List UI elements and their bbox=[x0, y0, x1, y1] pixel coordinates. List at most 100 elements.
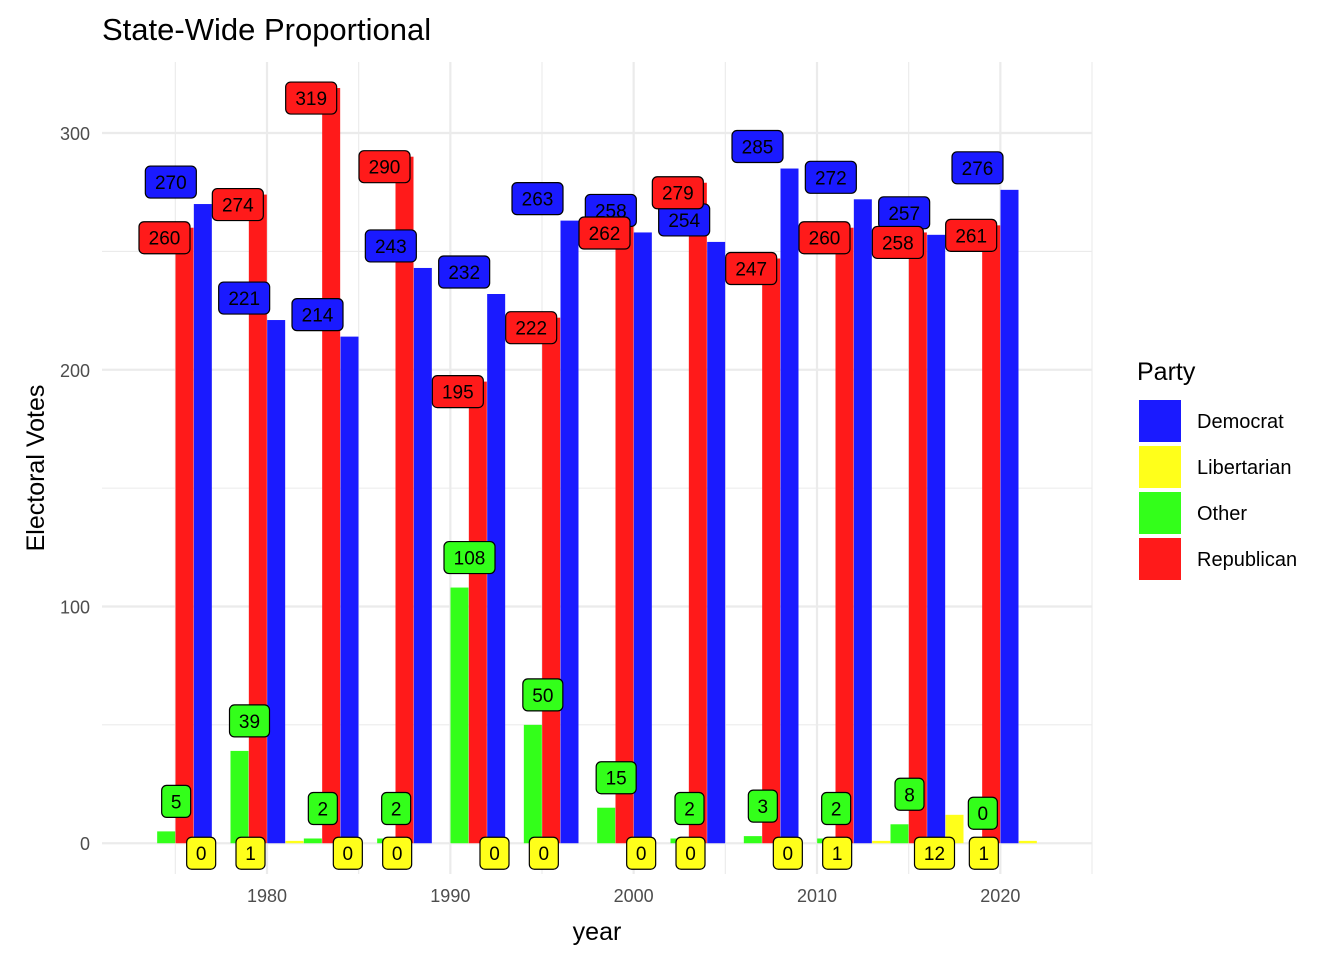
legend-item-libertarian: Libertarian bbox=[1139, 446, 1292, 488]
data-label: 262 bbox=[578, 216, 631, 250]
data-label-text: 272 bbox=[815, 168, 847, 189]
data-label-text: 279 bbox=[662, 184, 694, 205]
data-label: 39 bbox=[228, 704, 271, 738]
data-label-box bbox=[479, 836, 510, 870]
bar-republican bbox=[468, 381, 487, 844]
data-label: 50 bbox=[522, 678, 564, 712]
y-tick-label: 100 bbox=[60, 597, 90, 617]
bar-republican bbox=[835, 227, 854, 844]
data-label-text: 254 bbox=[668, 211, 700, 232]
data-label-box bbox=[285, 81, 338, 115]
data-label-box bbox=[967, 796, 998, 830]
data-label: 0 bbox=[528, 836, 559, 870]
data-label: 276 bbox=[951, 151, 1004, 185]
data-label-text: 270 bbox=[155, 173, 187, 194]
data-label-box bbox=[382, 836, 413, 870]
data-label: 260 bbox=[798, 221, 851, 255]
data-label: 258 bbox=[871, 225, 924, 260]
bar-democrat bbox=[1000, 189, 1019, 844]
data-label-text: 39 bbox=[239, 712, 260, 733]
data-label: 12 bbox=[913, 836, 956, 870]
data-label: 195 bbox=[431, 374, 484, 409]
data-label-text: 0 bbox=[783, 844, 794, 865]
bar-other bbox=[230, 750, 249, 844]
data-label: 2 bbox=[381, 791, 412, 826]
data-label-box bbox=[913, 836, 956, 870]
x-tick-label: 2010 bbox=[797, 886, 837, 906]
data-label-box bbox=[821, 791, 852, 826]
bar-republican bbox=[395, 156, 414, 844]
data-label-text: 50 bbox=[532, 686, 553, 707]
legend-title: Party bbox=[1137, 358, 1196, 386]
data-label-text: 15 bbox=[606, 769, 627, 790]
data-label: 290 bbox=[358, 150, 411, 184]
legend-item-other: Other bbox=[1139, 492, 1247, 534]
data-label-text: 260 bbox=[809, 229, 841, 250]
x-axis-ticks: 1980 1990 2000 2010 2020 bbox=[247, 886, 1020, 906]
data-label-box bbox=[822, 836, 853, 870]
data-label: 5 bbox=[161, 784, 192, 818]
data-label-text: 258 bbox=[882, 233, 914, 254]
data-label-box bbox=[945, 218, 998, 252]
data-label-box bbox=[381, 791, 412, 826]
data-label-box bbox=[674, 791, 705, 826]
x-tick-label: 1980 bbox=[247, 886, 287, 906]
data-label-text: 262 bbox=[589, 224, 621, 245]
data-label-text: 2 bbox=[684, 799, 695, 820]
data-label-box bbox=[578, 216, 631, 250]
legend-swatch bbox=[1139, 492, 1181, 534]
bar-democrat bbox=[267, 320, 286, 844]
data-label: 0 bbox=[626, 836, 657, 870]
chart-title: State-Wide Proportional bbox=[102, 12, 431, 47]
legend-item-republican: Republican bbox=[1139, 538, 1297, 580]
data-label-box bbox=[138, 221, 191, 255]
data-label-box bbox=[675, 836, 706, 870]
bar-republican bbox=[688, 182, 707, 844]
data-label-text: 1 bbox=[832, 844, 843, 865]
bar-republican bbox=[542, 317, 561, 844]
data-label: 263 bbox=[511, 182, 564, 216]
data-label-text: 1 bbox=[245, 844, 256, 865]
data-label: 0 bbox=[479, 836, 510, 870]
bar-republican bbox=[982, 225, 1001, 844]
legend-swatch bbox=[1139, 400, 1181, 442]
data-label: 0 bbox=[772, 836, 803, 870]
legend-item-democrat: Democrat bbox=[1139, 400, 1284, 442]
data-label-box bbox=[161, 784, 192, 818]
x-tick-label: 2020 bbox=[980, 886, 1020, 906]
data-label-box bbox=[651, 176, 704, 210]
data-label: 214 bbox=[291, 298, 344, 332]
data-label-box bbox=[186, 836, 217, 870]
data-label-box bbox=[798, 221, 851, 255]
data-label: 0 bbox=[382, 836, 413, 870]
bar-republican bbox=[248, 194, 267, 844]
data-label-text: 276 bbox=[962, 159, 994, 180]
data-label-box bbox=[528, 836, 559, 870]
data-label: 0 bbox=[332, 836, 363, 870]
x-tick-label: 1990 bbox=[430, 886, 470, 906]
bar-democrat bbox=[927, 234, 946, 844]
data-label: 319 bbox=[285, 81, 338, 115]
bar-other bbox=[523, 724, 542, 844]
data-label-text: 0 bbox=[343, 844, 354, 865]
data-label: 0 bbox=[967, 796, 998, 830]
bar-democrat bbox=[340, 336, 359, 844]
data-label-text: 0 bbox=[636, 844, 647, 865]
data-label-text: 12 bbox=[924, 844, 945, 865]
data-label: 1 bbox=[235, 836, 266, 870]
bar-republican bbox=[615, 222, 634, 844]
data-label-box bbox=[438, 255, 491, 289]
data-label-box bbox=[747, 789, 778, 823]
data-label: 247 bbox=[725, 251, 778, 286]
data-label-box bbox=[522, 678, 564, 712]
data-label-text: 260 bbox=[149, 229, 181, 250]
data-label: 279 bbox=[651, 176, 704, 210]
data-label-box bbox=[725, 251, 778, 286]
data-label-box bbox=[235, 836, 266, 870]
data-label-box bbox=[358, 150, 411, 184]
data-label-text: 0 bbox=[685, 844, 696, 865]
bar-republican bbox=[908, 232, 927, 844]
bar-other bbox=[157, 831, 176, 844]
data-label-box bbox=[218, 281, 271, 315]
